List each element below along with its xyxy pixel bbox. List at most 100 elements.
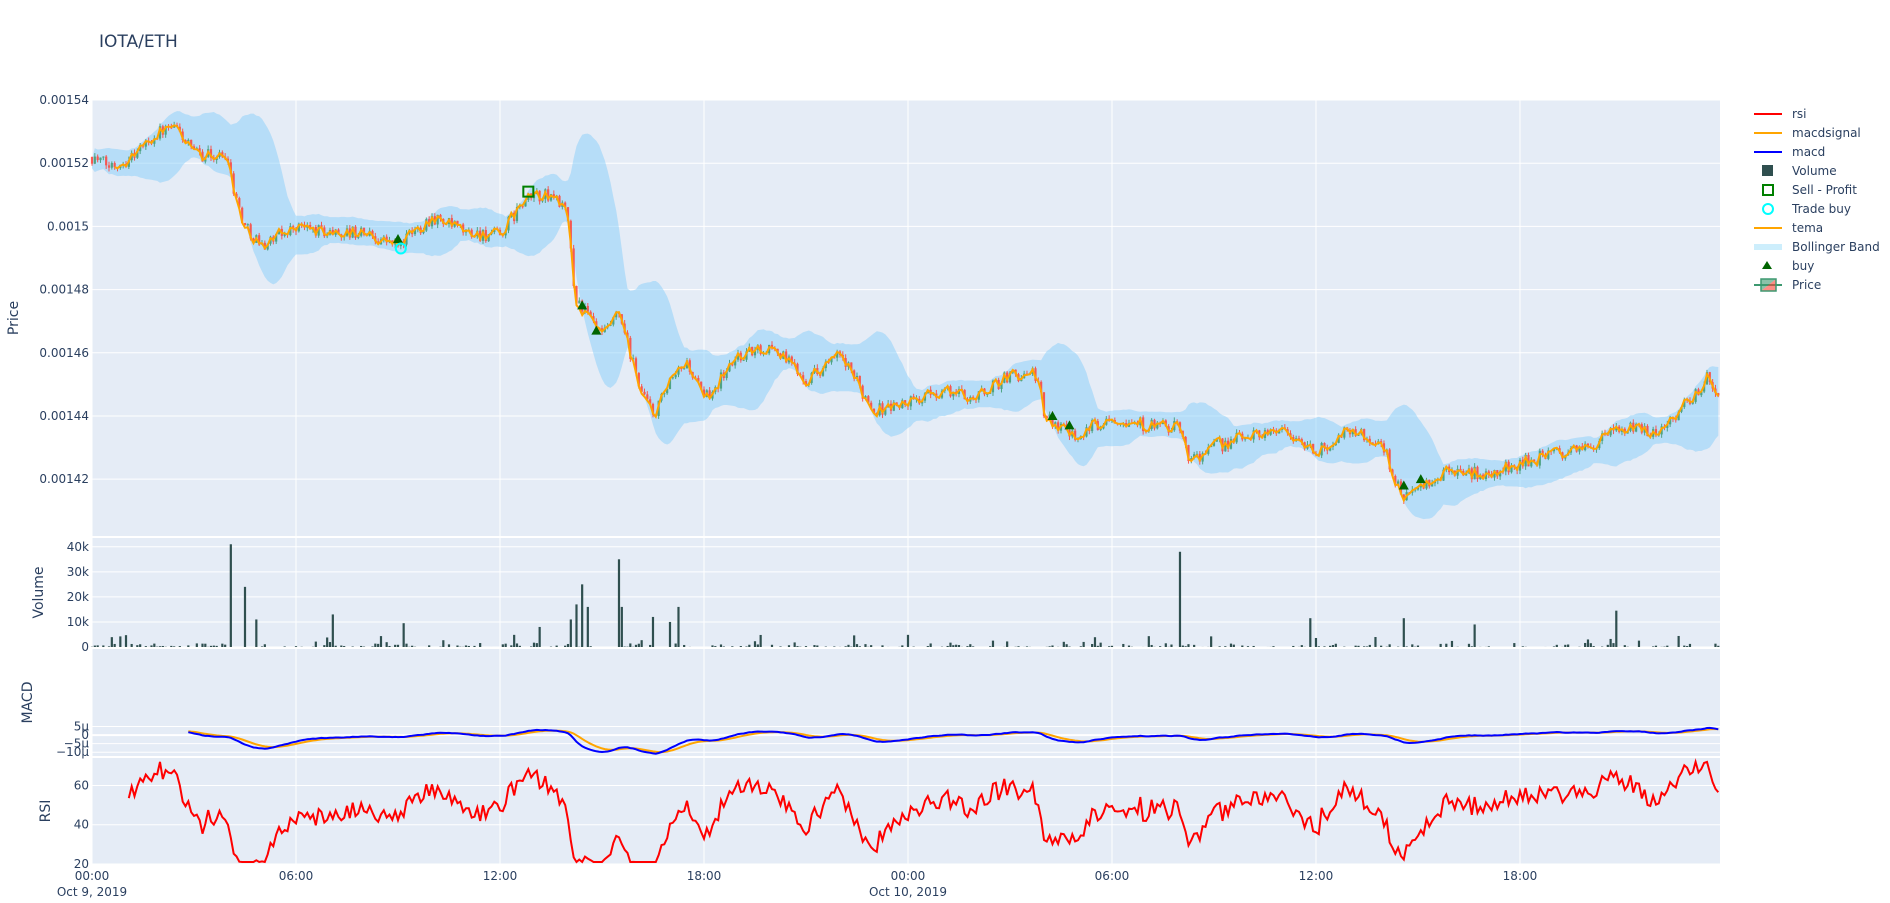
legend-item-trade-buy[interactable]: Trade buy — [1752, 199, 1880, 218]
volume-bar — [1606, 644, 1609, 647]
candle — [640, 383, 643, 393]
y-tick-label: 20 — [74, 857, 89, 871]
volume-bar — [294, 646, 298, 647]
legend-label: tema — [1792, 220, 1824, 235]
candle-body — [836, 351, 839, 358]
volume-bar — [991, 640, 995, 647]
volume-bar — [447, 644, 451, 647]
candle-body — [861, 385, 864, 399]
volume-bar — [1467, 643, 1471, 647]
volume-bar — [966, 646, 969, 647]
candle — [110, 161, 113, 170]
volume-bar — [340, 645, 343, 647]
candle — [1368, 435, 1371, 446]
candle-body — [153, 138, 156, 144]
candle-body — [674, 374, 677, 378]
volume-bar — [1108, 646, 1111, 647]
candle-body — [1040, 381, 1043, 393]
candle-body — [1224, 440, 1227, 452]
candle-body — [1541, 450, 1544, 455]
candle-body — [277, 228, 281, 234]
candle-body — [683, 368, 686, 370]
volume-bar — [575, 604, 578, 647]
volume-bar — [518, 645, 521, 647]
x-tick-label: 18:00 — [687, 869, 722, 883]
volume-bar — [629, 643, 632, 647]
candle-body — [1431, 483, 1434, 487]
legend-item-buy[interactable]: buy — [1752, 256, 1880, 275]
volume-bar — [1487, 646, 1490, 647]
candle-body — [1388, 449, 1391, 470]
volume-bar — [804, 646, 808, 647]
volume-bar — [1609, 638, 1612, 647]
y-tick-label: 5µ — [74, 720, 90, 734]
legend-item-bollinger[interactable]: Bollinger Band — [1752, 237, 1880, 256]
volume-bar — [144, 646, 147, 647]
candle — [1518, 457, 1522, 475]
candle-body — [1008, 372, 1012, 383]
candle-body — [1524, 455, 1527, 467]
volume-bar — [1411, 644, 1414, 647]
candle-body — [1363, 429, 1366, 441]
candle-body — [320, 225, 323, 228]
candle-body — [643, 391, 646, 395]
candle-body — [1419, 484, 1422, 488]
candle — [578, 297, 581, 304]
legend-item-tema[interactable]: tema — [1752, 218, 1880, 237]
candle-body — [858, 375, 861, 386]
volume-bar — [215, 645, 218, 647]
volume-bar — [796, 646, 799, 647]
candle-body — [821, 368, 825, 376]
candle-body — [249, 224, 252, 239]
candle-body — [289, 226, 292, 236]
volume-bar — [1218, 646, 1221, 647]
candle-body — [1527, 455, 1530, 467]
candle-body — [107, 165, 111, 168]
legend-item-macdsignal[interactable]: macdsignal — [1752, 123, 1880, 142]
volume-bar — [504, 643, 507, 647]
volume-bar — [739, 646, 742, 647]
candle-body — [909, 396, 912, 407]
legend-item-rsi[interactable]: rsi — [1752, 104, 1880, 123]
candle-body — [575, 285, 578, 304]
tema-line — [114, 124, 1720, 503]
candle-body — [413, 229, 417, 235]
candle-body — [872, 408, 876, 413]
volume-bar — [473, 645, 476, 647]
legend-item-macd[interactable]: macd — [1752, 142, 1880, 161]
volume-bar — [581, 584, 584, 647]
y-tick-label: −10µ — [56, 745, 89, 759]
volume-bar — [532, 642, 536, 647]
candle — [1153, 418, 1156, 431]
volume-bar — [1017, 646, 1020, 647]
candle-body — [589, 311, 592, 317]
candle — [892, 400, 895, 412]
volume-bar — [1686, 646, 1689, 647]
volume-bar — [150, 645, 153, 647]
candle-body — [90, 156, 94, 164]
x-tick-label: 06:00 — [279, 869, 314, 883]
candle-body — [881, 403, 884, 415]
candle-body — [1051, 414, 1054, 427]
volume-bar — [343, 646, 346, 647]
legend-item-sell-profit[interactable]: Sell - Profit — [1752, 180, 1880, 199]
y-tick-label: 30k — [67, 565, 89, 579]
volume-bar — [374, 643, 377, 647]
candle — [1198, 451, 1201, 465]
volume-bar — [1272, 646, 1275, 647]
volume-bar — [668, 621, 672, 647]
candle — [1694, 388, 1697, 404]
volume-bar — [139, 644, 142, 647]
legend-item-price[interactable]: Price — [1752, 275, 1880, 294]
volume-bar — [314, 641, 317, 647]
candle-body — [804, 381, 808, 385]
volume-bar — [1357, 645, 1360, 647]
volume-bar — [637, 643, 640, 647]
candle — [1201, 451, 1204, 465]
legend-item-volume[interactable]: Volume — [1752, 161, 1880, 180]
candlestick-icon — [1754, 278, 1782, 292]
candle-body — [742, 359, 745, 361]
candle-body — [566, 207, 570, 221]
volume-bar — [677, 606, 680, 647]
